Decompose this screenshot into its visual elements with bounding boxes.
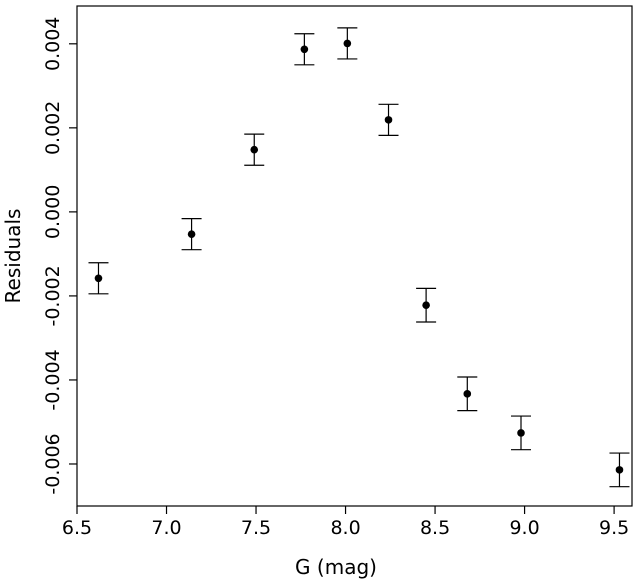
data-point: [615, 466, 624, 474]
plot-frame: [76, 5, 633, 507]
data-point-group: [416, 287, 437, 323]
y-tick-label: -0.006: [42, 433, 64, 494]
data-point-group: [511, 415, 531, 451]
x-tick-label: 9.5: [599, 517, 629, 539]
data-point-group: [294, 33, 315, 66]
data-point: [384, 116, 393, 124]
x-tick-label: 6.5: [62, 517, 92, 539]
data-point-group: [609, 452, 630, 488]
y-tick-label: 0.004: [42, 17, 64, 71]
x-axis: 6.5 7.0 7.5 8.0 8.5 9.0 9.5: [62, 506, 629, 539]
data-point-group: [337, 27, 358, 60]
data-point-group: [88, 262, 109, 295]
data-point-group: [378, 103, 399, 137]
y-tick-label: 0.002: [42, 101, 64, 155]
x-tick-label: 9.0: [509, 517, 539, 539]
y-tick-label: 0.000: [42, 185, 64, 239]
x-tick-label: 7.5: [241, 517, 271, 539]
data-point: [94, 274, 103, 283]
data-point: [343, 39, 352, 48]
x-tick-label: 8.5: [420, 517, 450, 539]
data-point: [300, 45, 309, 54]
y-tick-label: -0.004: [42, 349, 64, 410]
data-marks: [88, 27, 630, 488]
data-point-group: [244, 133, 265, 166]
y-axis-title: Residuals: [1, 209, 25, 304]
y-tick-label: -0.002: [42, 265, 64, 326]
x-axis-title: G (mag): [295, 555, 377, 579]
data-point-group: [181, 218, 202, 251]
data-point: [463, 390, 472, 398]
data-point: [250, 145, 259, 154]
y-axis: 0.004 0.002 0.000 -0.002 -0.004 -0.006: [42, 17, 77, 495]
x-tick-label: 7.0: [151, 517, 181, 539]
data-point: [517, 429, 525, 437]
data-point: [422, 301, 430, 309]
data-point: [187, 230, 196, 238]
x-tick-label: 8.0: [330, 517, 360, 539]
data-point-group: [457, 376, 478, 412]
